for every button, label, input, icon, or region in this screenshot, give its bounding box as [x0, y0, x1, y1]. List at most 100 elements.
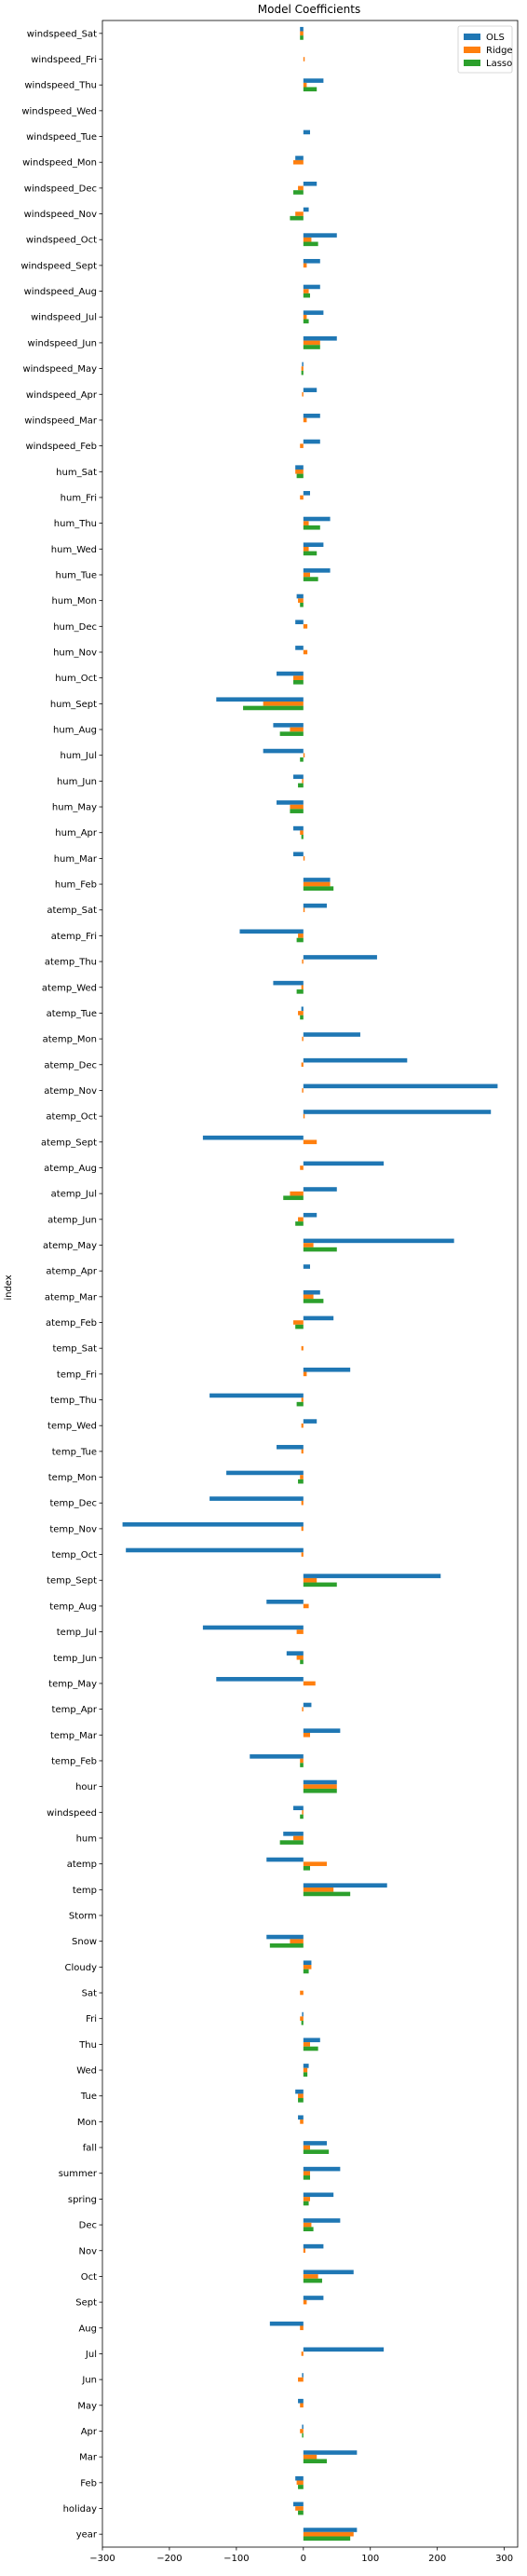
bar-ols-hum-wed: [303, 542, 324, 547]
bar-lasso-hour: [303, 1788, 337, 1793]
bar-lasso-spring: [303, 2201, 309, 2206]
y-tick-label: atemp_Dec: [44, 1060, 97, 1070]
bar-ols-hum-tue: [303, 568, 331, 573]
bar-ols-spring: [303, 2192, 334, 2198]
y-tick-label: Oct: [81, 2272, 97, 2283]
bar-ols-hum-jun: [293, 774, 304, 780]
y-tick-label: summer: [59, 2169, 98, 2179]
legend-swatch-lasso: [464, 60, 480, 66]
bar-ols-hum-jul: [263, 748, 304, 754]
y-tick-label: hum_Oct: [55, 674, 97, 684]
y-tick-label: Nov: [78, 2246, 97, 2256]
bar-lasso-apr: [302, 2433, 304, 2438]
y-tick-label: windspeed_Dec: [24, 184, 97, 194]
bar-ridge-windspeed-thu: [303, 82, 307, 88]
bar-ridge-temp-jun: [296, 1655, 304, 1660]
bar-ridge-temp-dec: [301, 1500, 304, 1506]
y-tick-label: atemp_Apr: [46, 1267, 97, 1277]
bar-lasso-year: [303, 2536, 351, 2542]
bar-ols-temp-mar: [303, 1728, 341, 1733]
y-tick-label: atemp_Tue: [47, 1009, 97, 1019]
y-tick-label: atemp_May: [43, 1241, 97, 1251]
bar-ols-temp-fri: [303, 1367, 351, 1372]
bar-ols-atemp-feb: [303, 1315, 334, 1321]
bar-ridge-temp-nov: [301, 1526, 304, 1532]
y-tick-label: Fri: [86, 2014, 97, 2024]
bar-lasso-atemp: [303, 1865, 310, 1871]
bar-lasso-hum: [279, 1840, 304, 1845]
bar-lasso-windspeed-may: [301, 370, 304, 375]
y-tick-label: windspeed_Tue: [26, 132, 97, 143]
bar-ridge-atemp-fri: [298, 934, 304, 938]
x-tick-label: 200: [428, 2554, 446, 2564]
bar-ridge-hum-feb: [303, 881, 331, 887]
bar-ridge-atemp-jun: [298, 1217, 304, 1222]
bar-ridge-windspeed-aug: [303, 289, 309, 293]
bar-lasso-holiday: [298, 2510, 304, 2515]
y-tick-label: holiday: [63, 2504, 97, 2515]
bar-lasso-hum-mon: [300, 602, 304, 607]
y-tick-label: atemp_Aug: [44, 1164, 97, 1174]
bar-lasso-atemp-feb: [295, 1324, 304, 1329]
bar-ridge-atemp-may: [303, 1243, 314, 1247]
bar-ridge-mar: [303, 2454, 318, 2460]
bar-ols-atemp-sat: [303, 903, 327, 908]
y-tick-label: temp_Aug: [49, 1601, 97, 1612]
bar-ridge-hum-may: [290, 804, 304, 810]
bar-ols-temp-mon: [226, 1470, 304, 1476]
y-tick-label: hum_Sept: [50, 700, 97, 710]
y-tick-label: windspeed_Jun: [28, 338, 97, 348]
bar-ridge-temp-thu: [301, 1397, 304, 1402]
y-tick-label: hum_Aug: [53, 726, 97, 736]
y-tick-label: hum_Nov: [53, 648, 97, 659]
bar-lasso-atemp-wed: [296, 989, 304, 994]
y-tick-label: windspeed_Mar: [24, 416, 98, 426]
y-tick-label: windspeed: [47, 1808, 97, 1819]
y-tick-label: spring: [68, 2195, 97, 2205]
bar-ridge-windspeed-may: [301, 366, 304, 371]
bar-ridge-temp-sat: [301, 1345, 304, 1351]
bar-ols-hour: [303, 1779, 337, 1785]
bar-ols-hum-fri: [303, 491, 310, 496]
bar-ols-temp-dec: [209, 1496, 304, 1501]
bar-ols-jun: [302, 2373, 304, 2378]
bar-lasso-hum-sat: [296, 473, 304, 479]
bar-ols-windspeed-mon: [295, 156, 304, 160]
x-tick-label: 0: [301, 2554, 306, 2564]
bar-ridge-hour: [303, 1784, 337, 1789]
bar-ridge-atemp-sept: [303, 1139, 318, 1145]
y-tick-label: atemp_Thu: [45, 958, 97, 968]
bar-ridge-temp-fri: [303, 1371, 307, 1377]
bar-ridge-hum-dec: [303, 624, 308, 629]
y-tick-label: hum_Sat: [56, 468, 97, 478]
bar-ols-windspeed-sat: [300, 26, 304, 32]
bar-lasso-temp-jun: [300, 1659, 304, 1665]
bar-ols-temp-tue: [277, 1444, 304, 1450]
bar-ridge-temp-tue: [301, 1449, 304, 1454]
bar-lasso-wed: [303, 2072, 308, 2077]
bar-ols-hum-oct: [277, 671, 304, 676]
bar-lasso-hum-jul: [300, 757, 304, 762]
y-tick-label: temp_Fri: [57, 1370, 97, 1380]
bar-ols-windspeed-aug: [303, 284, 320, 290]
bar-lasso-summer: [303, 2175, 310, 2180]
bar-ols-temp-jun: [286, 1651, 304, 1656]
bar-ols-fri: [302, 2011, 304, 2017]
bar-ols-year: [303, 2528, 358, 2532]
bar-lasso-hum-sept: [243, 705, 304, 711]
bar-ridge-tue: [298, 2093, 304, 2099]
y-tick-label: Jun: [81, 2376, 97, 2386]
bar-ols-temp-may: [216, 1677, 304, 1682]
y-tick-label: windspeed_Jul: [31, 313, 97, 323]
bar-ridge-mon: [300, 2119, 304, 2124]
bar-ridge-fri: [300, 2016, 304, 2021]
bar-ols-atemp-sept: [202, 1135, 304, 1140]
bar-ridge-temp-sept: [303, 1577, 318, 1583]
y-tick-label: windspeed_Sept: [20, 261, 97, 271]
x-tick-label: 100: [361, 2554, 379, 2564]
legend-label-ridge: Ridge: [486, 46, 513, 56]
bar-ridge-hum-jun: [302, 779, 304, 784]
bar-lasso-cloudy: [303, 1969, 309, 1974]
bar-ridge-windspeed-apr: [302, 391, 304, 397]
